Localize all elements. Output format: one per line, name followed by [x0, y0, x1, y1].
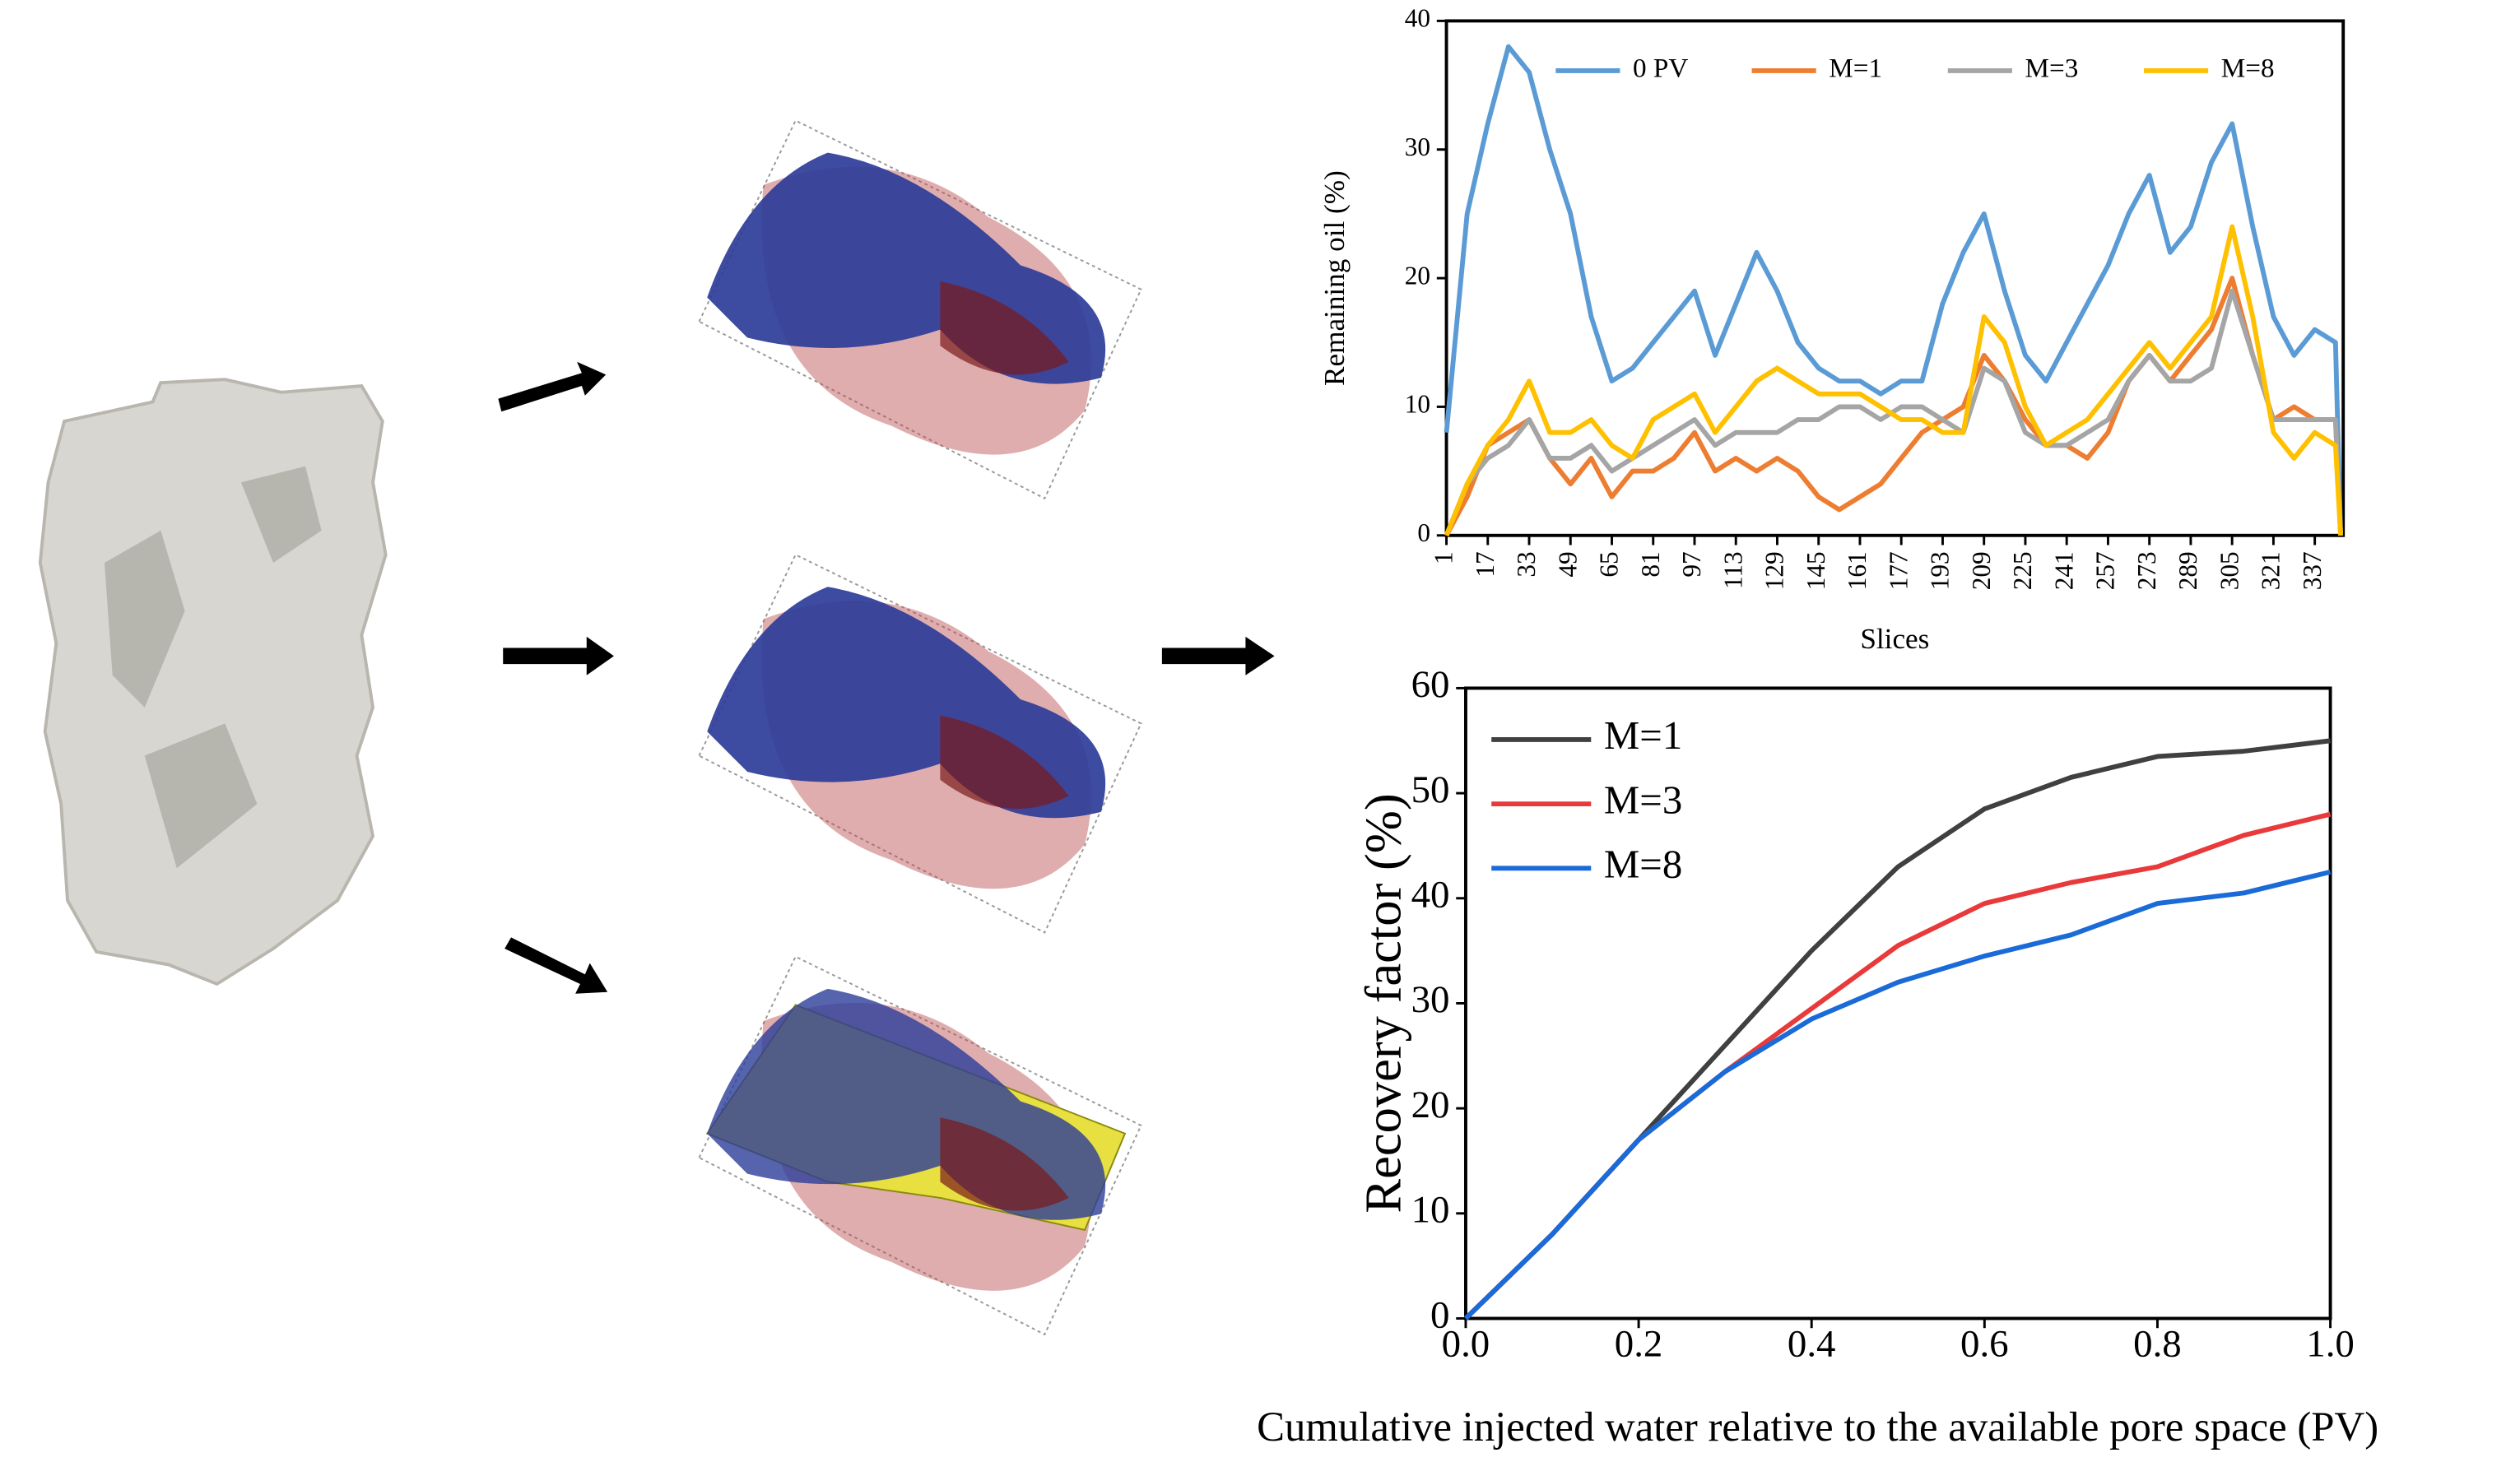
render-box	[698, 553, 1142, 934]
series-line	[1463, 869, 2332, 1321]
x-tick-label: 97	[1677, 551, 1706, 577]
x-tick-label: 337	[2298, 551, 2327, 590]
arrow	[498, 361, 607, 412]
x-tick-label: 193	[1926, 551, 1955, 590]
oil-dark	[940, 1117, 1069, 1211]
x-tick-label: 1.0	[2306, 1322, 2355, 1365]
x-tick-label: 0.6	[1960, 1322, 2009, 1365]
x-tick-label: 289	[2174, 551, 2202, 590]
y-tick-label: 10	[1405, 390, 1430, 419]
rock-shape	[38, 378, 388, 986]
legend-label: M=3	[2025, 53, 2079, 84]
oil-dark	[940, 281, 1069, 375]
x-axis-label: Slices	[1860, 623, 1929, 655]
simulation-renders	[698, 119, 1142, 1336]
y-tick-label: 50	[1411, 768, 1450, 811]
x-tick-label: 305	[2215, 551, 2243, 590]
x-tick-label: 241	[2049, 551, 2078, 590]
x-tick-label: 33	[1512, 551, 1541, 577]
oil-dark	[940, 715, 1069, 809]
series-line	[1444, 224, 2343, 536]
y-tick-label: 10	[1411, 1189, 1450, 1232]
render-box	[698, 955, 1142, 1336]
x-tick-label: 17	[1471, 551, 1499, 577]
legend-label: M=3	[1604, 777, 1682, 822]
y-tick-label: 20	[1411, 1084, 1450, 1126]
y-tick-label: 0	[1417, 518, 1430, 547]
x-tick-label: 273	[2132, 551, 2161, 590]
series-line	[1444, 276, 2343, 537]
x-tick-label: 65	[1595, 551, 1624, 577]
x-tick-label: 0.2	[1615, 1322, 1663, 1365]
plot-frame	[1464, 686, 2332, 1321]
y-tick-label: 30	[1411, 978, 1450, 1021]
x-tick-label: 113	[1718, 551, 1747, 589]
arrow	[503, 636, 614, 675]
legend-label: M=1	[1829, 53, 1882, 84]
y-tick-label: 0	[1430, 1293, 1449, 1336]
arrow	[504, 937, 608, 994]
series-line	[1444, 288, 2343, 536]
render-box	[698, 119, 1142, 500]
x-tick-label: 161	[1843, 551, 1871, 590]
y-tick-label: 20	[1405, 261, 1430, 290]
series-line	[1463, 738, 2331, 1321]
y-tick-label: 60	[1411, 663, 1450, 706]
x-tick-label: 145	[1802, 551, 1830, 590]
x-tick-label: 81	[1636, 551, 1665, 577]
plot-frame	[1444, 19, 2346, 537]
rock-sample	[38, 378, 388, 986]
x-tick-label: 209	[1967, 551, 1996, 590]
legend-label: 0 PV	[1633, 53, 1688, 84]
legend-label: M=8	[1604, 841, 1682, 886]
y-axis-label: Recovery factor (%)	[1355, 793, 1412, 1213]
y-tick-label: 40	[1411, 874, 1450, 917]
x-tick-label: 257	[2091, 551, 2120, 590]
rock-shadow	[104, 466, 322, 869]
arrow	[1161, 636, 1275, 675]
x-tick-label: 49	[1553, 551, 1582, 577]
x-tick-label: 225	[2008, 551, 2037, 590]
x-tick-label: 0.0	[1442, 1322, 1490, 1365]
y-axis-label: Remaining oil (%)	[1318, 170, 1351, 386]
x-tick-label: 1	[1430, 551, 1458, 564]
x-tick-label: 129	[1760, 551, 1789, 590]
x-tick-label: 0.4	[1788, 1322, 1836, 1365]
x-tick-label: 321	[2257, 551, 2285, 590]
legend-label: M=8	[2221, 53, 2275, 84]
y-tick-label: 30	[1405, 132, 1430, 161]
legend-label: M=1	[1604, 712, 1682, 758]
arrows	[498, 361, 1275, 994]
x-tick-label: 0.8	[2133, 1322, 2182, 1365]
x-axis-label: Cumulative injected water relative to th…	[1257, 1404, 2378, 1450]
series-line	[1463, 811, 2332, 1321]
y-tick-label: 40	[1405, 4, 1430, 33]
series-line	[1444, 44, 2343, 536]
x-tick-label: 177	[1884, 551, 1913, 590]
